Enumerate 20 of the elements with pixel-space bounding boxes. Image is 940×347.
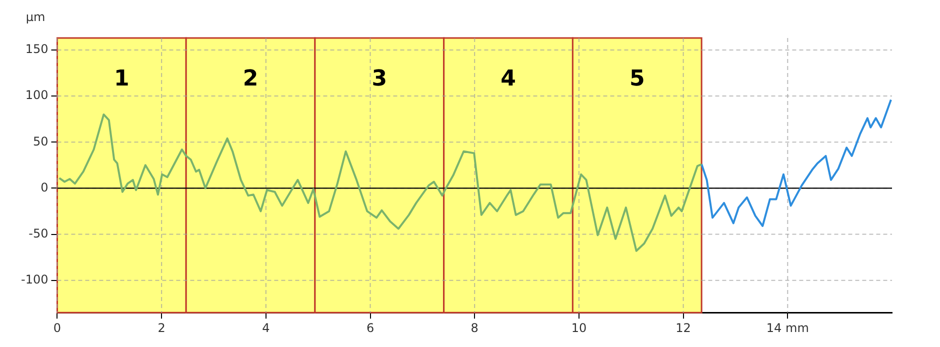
x-tick-label: 14 mm (766, 320, 809, 335)
x-tick-label: 10 (571, 320, 587, 335)
band-label: 2 (242, 66, 258, 92)
x-tick-label: 0 (53, 320, 62, 335)
band-label: 3 (372, 66, 388, 92)
x-tick-label: 8 (470, 320, 478, 335)
y-tick-label: 0 (40, 180, 48, 194)
x-tick-label: 2 (158, 320, 166, 335)
y-tick-label: 50 (32, 134, 48, 148)
band-label: 4 (500, 66, 516, 92)
band-label: 1 (114, 66, 130, 92)
y-tick-label: 150 (25, 42, 48, 56)
y-tick-label: 100 (25, 88, 48, 102)
y-tick-label: -100 (21, 272, 48, 286)
y-axis-title: µm (26, 10, 46, 24)
x-tick-label: 6 (366, 320, 374, 335)
x-tick-label: 12 (676, 320, 691, 335)
x-tick-label: 4 (262, 320, 270, 335)
y-tick-label: -50 (28, 226, 48, 240)
band-label: 5 (629, 66, 645, 92)
